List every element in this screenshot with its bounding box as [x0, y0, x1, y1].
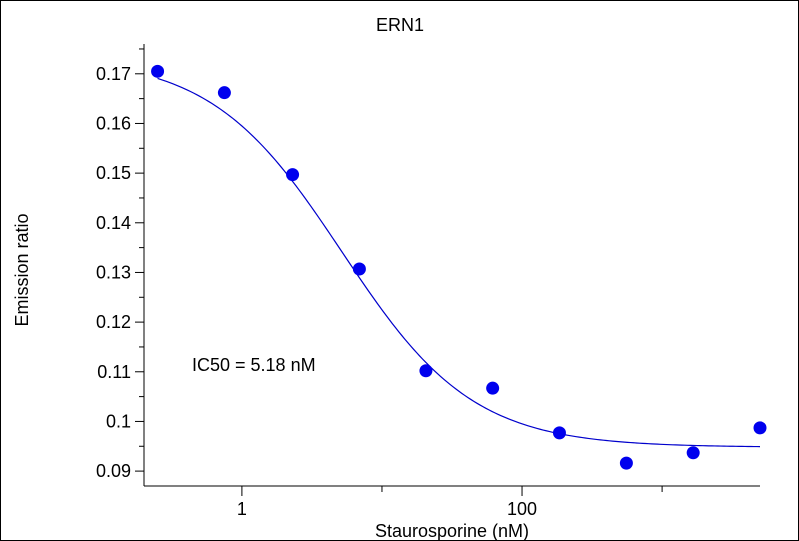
data-point [286, 168, 300, 182]
chart-title: ERN1 [376, 15, 424, 35]
y-tick-label: 0.11 [97, 362, 131, 382]
data-point [352, 262, 366, 276]
y-tick-label: 0.09 [96, 461, 131, 481]
data-point [686, 446, 700, 460]
data-point [486, 381, 500, 395]
axes: 0.09 0.1 0.11 0.12 0.13 0.14 0.15 0.16 0.17 1 100 [96, 44, 760, 519]
y-tick-label: 0.17 [96, 64, 131, 84]
data-point [619, 456, 633, 470]
y-tick-label: 0.15 [96, 163, 131, 183]
fit-curve [157, 77, 761, 448]
y-tick-label: 0.13 [96, 262, 131, 282]
data-point [151, 64, 165, 78]
data-point [753, 421, 767, 435]
y-tick-label: 0.14 [96, 213, 131, 233]
y-axis-label: Emission ratio [12, 213, 32, 326]
data-point [552, 426, 566, 440]
y-tick-label: 0.12 [96, 312, 131, 332]
x-axis-label: Staurosporine (nM) [375, 521, 529, 541]
data-points [151, 64, 767, 470]
data-point [419, 364, 433, 378]
x-tick-label: 100 [507, 499, 537, 519]
fit-curve-group [157, 77, 761, 448]
y-tick-label: 0.16 [96, 113, 131, 133]
data-point [217, 86, 231, 100]
x-tick-label: 1 [237, 499, 247, 519]
y-tick-label: 0.1 [106, 411, 131, 431]
ic50-annotation: IC50 = 5.18 nM [192, 355, 316, 375]
